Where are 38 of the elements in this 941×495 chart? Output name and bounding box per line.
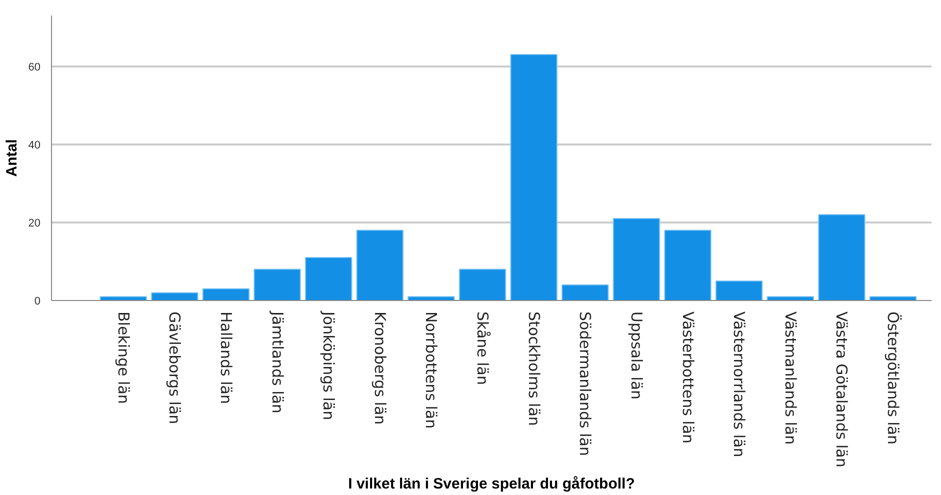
bar bbox=[766, 296, 814, 300]
x-tick-label: Västra Götalands län bbox=[832, 312, 851, 468]
bar bbox=[202, 288, 250, 300]
y-tick-label: 60 bbox=[28, 61, 41, 74]
x-tick-label: Gävleborgs län bbox=[166, 312, 184, 424]
bar bbox=[818, 214, 866, 300]
bar bbox=[612, 218, 660, 300]
x-tick-label: Blekinge län bbox=[114, 312, 132, 404]
bar bbox=[458, 268, 506, 300]
y-axis-title: Antal bbox=[3, 139, 20, 177]
bar bbox=[510, 54, 558, 300]
bar bbox=[715, 280, 763, 300]
x-tick-label: Stockholms län bbox=[524, 312, 543, 426]
y-tick-label: 0 bbox=[34, 296, 41, 308]
x-tick-label: Jämtlands län bbox=[268, 310, 286, 414]
x-tick-label: Västerbottens län bbox=[678, 312, 697, 444]
x-tick-label: Jönköpings län bbox=[320, 310, 338, 420]
x-tick-label: Södermanlands län bbox=[576, 312, 594, 456]
x-tick-label: Uppsala län bbox=[627, 312, 646, 400]
bar bbox=[869, 296, 917, 300]
bar bbox=[304, 257, 352, 300]
x-tick-label: Kronobergs län bbox=[370, 312, 389, 425]
x-tick-label: Hallands län bbox=[216, 312, 235, 404]
bar bbox=[562, 284, 609, 300]
x-tick-label: Västernorrlands län bbox=[730, 312, 748, 458]
bar bbox=[664, 230, 712, 300]
bar bbox=[151, 292, 198, 300]
x-tick-label: Västmanlands län bbox=[781, 312, 800, 445]
y-tick-label: 20 bbox=[28, 217, 41, 230]
bar bbox=[408, 296, 455, 300]
bar bbox=[254, 268, 301, 300]
x-tick-label: Norrbottens län bbox=[422, 312, 440, 429]
x-tick-label: Östergötlands län bbox=[884, 312, 902, 445]
bar bbox=[356, 230, 404, 300]
x-axis-title: I vilket län i Sverige spelar du gåfotboll? bbox=[348, 475, 635, 492]
bar bbox=[100, 296, 147, 300]
x-tick-label: Skåne län bbox=[474, 312, 492, 386]
y-tick-label: 40 bbox=[28, 139, 41, 152]
